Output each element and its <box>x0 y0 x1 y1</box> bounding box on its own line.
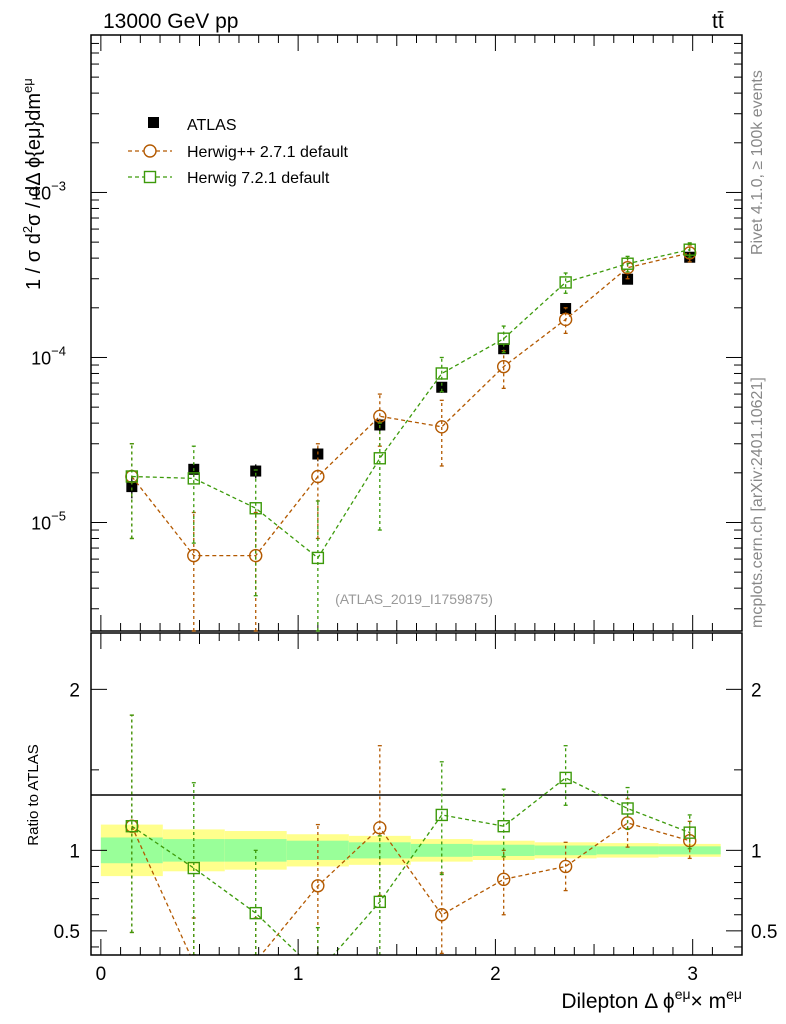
ratio-herwigpp-point <box>558 859 573 874</box>
herwig7-point <box>125 470 139 483</box>
ratio-band-inner <box>534 845 597 856</box>
ratio-herwigpp-point <box>253 954 258 955</box>
legend-herwigpp-label: Herwig++ 2.7.1 default <box>187 144 349 161</box>
x-tick-label: 2 <box>490 964 501 985</box>
x-tick-label: 3 <box>687 964 698 985</box>
main-y-axis-title: 1 / σ d2σ / dΔ ϕ{eμ}dmeμ <box>20 78 45 290</box>
main-series-2 <box>125 242 696 632</box>
herwigpp-point <box>311 469 325 484</box>
process-label: tt̄ <box>712 10 724 33</box>
ratio-series-line <box>131 822 690 955</box>
ratio-herwig7-point <box>249 906 262 920</box>
ratio-y-tick-label-right: 2 <box>751 680 762 701</box>
herwig7-point <box>683 243 696 256</box>
ratio-herwig7-point <box>312 967 323 978</box>
ratio-herwig7-point <box>187 861 200 875</box>
herwig7-point <box>559 276 572 289</box>
ratio-herwig7-point <box>683 826 696 839</box>
legend-herwig7-marker <box>143 170 157 184</box>
herwigpp-point <box>435 420 449 434</box>
herwig7-point <box>249 502 262 515</box>
ratio-herwigpp-point <box>373 821 387 835</box>
herwig7-point <box>621 257 634 270</box>
mcplots-label: mcplots.cern.ch [arXiv:2401.10621] <box>749 377 766 628</box>
ratio-herwig7-point <box>497 820 510 833</box>
herwigpp-point <box>558 312 573 327</box>
herwig7-point <box>373 452 387 465</box>
ratio-y-tick-label: 0.5 <box>54 922 80 943</box>
atlas-point <box>250 465 262 477</box>
ratio-herwig7-point <box>125 820 139 833</box>
legend-herwigpp-marker <box>143 144 157 158</box>
ratio-series-line <box>131 777 690 955</box>
main-series-line <box>131 252 690 557</box>
x-tick-label: 1 <box>293 964 304 985</box>
main-series-line <box>131 249 690 559</box>
herwigpp-point <box>496 359 511 374</box>
main-panel: 10−5 10−4 10−3 (ATLAS_2019_I1759875) ATLAS… <box>20 34 743 632</box>
herwig7-point <box>187 472 200 485</box>
energy-label: 13000 GeV pp <box>103 10 238 33</box>
main-y-tick-label: 10−5 <box>31 508 66 533</box>
ratio-herwig7-point <box>559 771 572 785</box>
ratio-y-axis-title: Ratio to ATLAS <box>25 744 42 845</box>
legend-herwig7-label: Herwig 7.2.1 default <box>187 170 330 187</box>
ratio-series-1 <box>125 714 696 978</box>
ratio-herwig7-point <box>373 895 387 909</box>
ratio-bands <box>100 824 721 877</box>
herwigpp-point <box>187 548 201 563</box>
x-tick-label: 0 <box>96 964 107 985</box>
legend-atlas-marker <box>148 117 159 128</box>
x-axis-title: Dilepton Δ ϕeμ× meμ <box>561 986 742 1013</box>
ratio-herwig7-point <box>621 802 634 815</box>
main-series-layer <box>125 242 697 632</box>
ratio-series-layer <box>125 714 697 978</box>
ratio-herwigpp-point <box>496 872 511 887</box>
herwigpp-point <box>249 548 263 563</box>
main-series-1 <box>125 244 697 632</box>
ratio-y-tick-label-right: 0.5 <box>751 922 777 943</box>
atlas-point <box>436 381 448 393</box>
main-y-tick-label: 10−4 <box>31 343 66 368</box>
herwig7-point <box>435 367 448 380</box>
ratio-y-tick-label-right: 1 <box>751 841 762 862</box>
main-y-tick-label: 10−3 <box>31 178 66 203</box>
main-axis-ticks: 10−5 10−4 10−3 <box>31 35 742 631</box>
ratio-herwigpp-point <box>435 908 449 922</box>
analysis-label: (ATLAS_2019_I1759875) <box>335 591 493 607</box>
atlas-point <box>126 481 138 493</box>
ratio-panel-frame <box>90 632 743 956</box>
main-series-0 <box>126 251 696 499</box>
rivet-label: Rivet 4.1.0, ≥ 100k events <box>749 70 766 255</box>
herwig7-point <box>311 551 325 565</box>
ratio-herwigpp-point <box>188 957 200 969</box>
herwig7-point <box>497 332 510 345</box>
ratio-band-inner <box>596 846 659 855</box>
atlas-point <box>498 343 510 355</box>
atlas-point <box>374 419 386 431</box>
legend-atlas-label: ATLAS <box>187 117 237 134</box>
ratio-herwigpp-point <box>311 879 325 893</box>
ratio-panel: 0.5 0.5 1 1 2 2 0 1 2 3 Ratio to ATLAS Dilepton Δ… <box>25 632 777 1013</box>
ratio-y-tick-label: 2 <box>69 680 80 701</box>
ratio-herwig7-point <box>435 808 448 822</box>
legend: ATLAS Herwig++ 2.7.1 default Herwig 7.2.… <box>128 117 349 187</box>
ratio-axis-ticks: 0.5 0.5 1 1 2 2 0 1 2 3 <box>54 633 777 985</box>
ratio-y-tick-label: 1 <box>69 841 80 862</box>
herwigpp-point <box>373 409 387 424</box>
